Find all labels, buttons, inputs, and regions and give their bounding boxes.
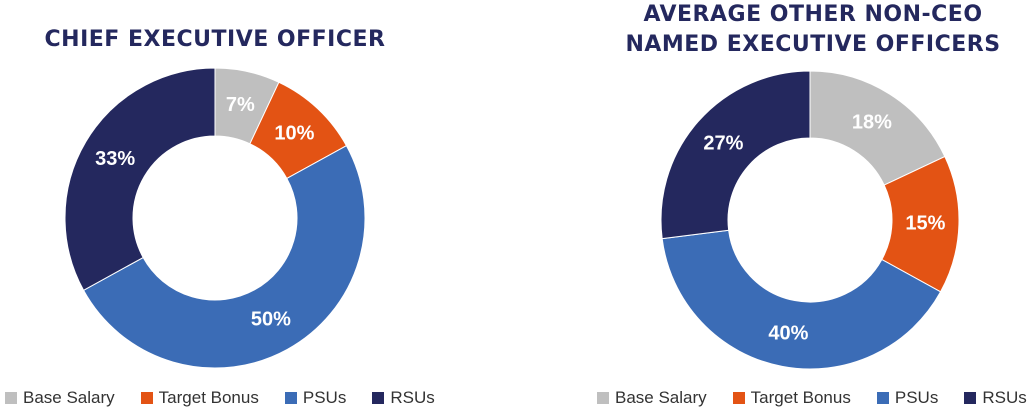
data-label-target-bonus: 15% — [905, 213, 945, 235]
data-label-target-bonus: 10% — [274, 122, 314, 144]
slice-psus — [661, 229, 942, 370]
chart-title-ceo: CHIEF EXECUTIVE OFFICER — [44, 27, 386, 52]
legend-item-rsus: RSUs — [964, 388, 1027, 408]
legend-swatch — [732, 392, 745, 404]
legend-label: Target Bonus — [750, 388, 851, 407]
legend-item-target-bonus: Target Bonus — [140, 388, 259, 408]
donut-chart-ceo: 7% 10% 50% 33% — [64, 67, 366, 369]
chart-title-neo: AVERAGE OTHER NON-CEO NAMED EXECUTIVE OF… — [590, 0, 1036, 60]
slice-psus — [82, 145, 366, 369]
legend-item-target-bonus: Target Bonus — [732, 388, 851, 408]
data-label-base-salary: 7% — [226, 94, 255, 116]
legend-label: PSUs — [894, 388, 939, 407]
legend-ceo: Base Salary Target Bonus PSUs RSUs — [5, 388, 435, 408]
data-label-rsus: 27% — [703, 133, 743, 155]
chart-title-neo-line-2: NAMED EXECUTIVE OFFICERS — [625, 32, 1001, 57]
legend-item-rsus: RSUs — [372, 388, 435, 408]
slice-rsus — [660, 70, 811, 240]
legend-item-psus: PSUs — [876, 388, 939, 408]
legend-swatch — [140, 392, 153, 404]
legend-swatch — [284, 392, 297, 404]
legend-label: RSUs — [390, 388, 435, 407]
legend-label: PSUs — [302, 388, 347, 407]
slice-rsus — [64, 67, 216, 291]
legend-swatch — [372, 392, 385, 404]
legend-swatch — [597, 392, 609, 404]
legend-label: Base Salary — [615, 388, 707, 407]
legend-swatch — [964, 392, 977, 404]
legend-neo: Base Salary Target Bonus PSUs RSUs — [597, 388, 1027, 408]
data-label-rsus: 33% — [95, 148, 135, 170]
data-label-psus: 40% — [768, 322, 808, 344]
legend-label: Base Salary — [23, 388, 115, 407]
legend-swatch — [5, 392, 17, 404]
legend-label: RSUs — [982, 388, 1027, 407]
donut-chart-neo: 18% 15% 40% 27% — [660, 70, 960, 370]
legend-label: Target Bonus — [158, 388, 259, 407]
chart-title-neo-line-1: AVERAGE OTHER NON-CEO — [643, 2, 983, 27]
data-label-psus: 50% — [251, 309, 291, 331]
legend-swatch — [876, 392, 889, 404]
legend-item-psus: PSUs — [284, 388, 347, 408]
legend-item-base-salary: Base Salary — [597, 388, 707, 408]
legend-item-base-salary: Base Salary — [5, 388, 115, 408]
data-label-base-salary: 18% — [852, 111, 892, 133]
